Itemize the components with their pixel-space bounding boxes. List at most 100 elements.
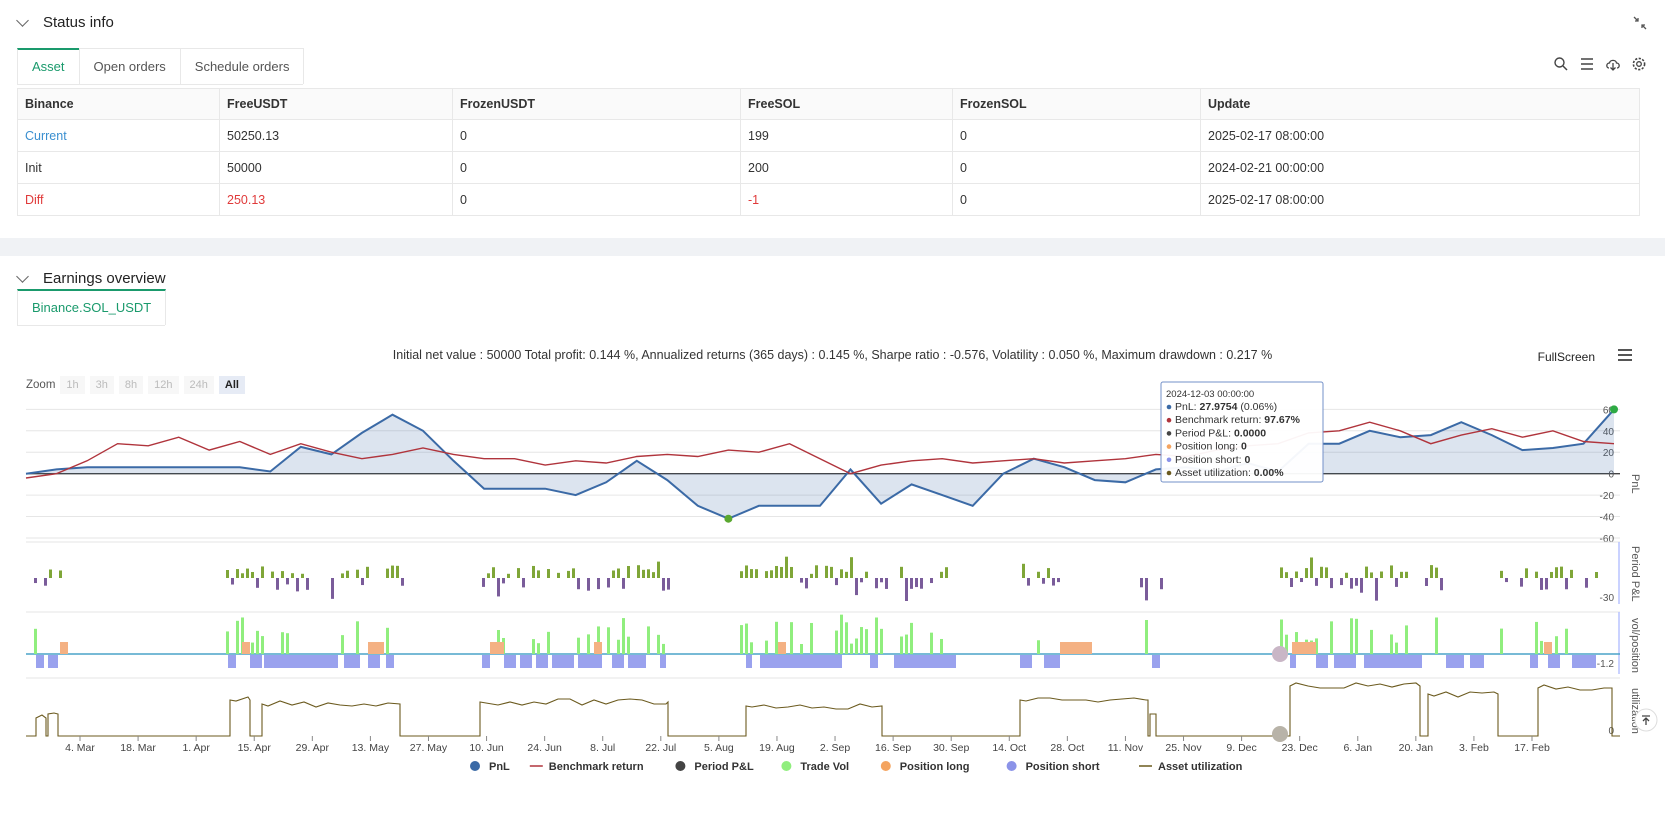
legend-dot-icon xyxy=(1006,761,1017,771)
search-icon[interactable] xyxy=(1553,56,1569,72)
asset-table: Binance FreeUSDT FrozenUSDT FreeSOL Froz… xyxy=(17,88,1640,216)
tab-binance-sol-usdt[interactable]: Binance.SOL_USDT xyxy=(17,289,167,325)
tooltip-bullet xyxy=(1166,470,1172,476)
zoom-1h-button[interactable]: 1h xyxy=(60,376,85,394)
x-tick-label: 16. Sep xyxy=(875,742,911,754)
period-pnl-bar xyxy=(1320,566,1323,578)
legend-item[interactable]: Period P&L xyxy=(675,761,754,773)
period-pnl-bar xyxy=(331,578,334,599)
table-cell: 2025-02-17 08:00:00 xyxy=(1200,183,1640,216)
period-pnl-bar xyxy=(1565,578,1568,590)
x-tick-label: 27. May xyxy=(410,742,448,754)
trade-vol-bar xyxy=(860,627,863,654)
row-label-diff: Diff xyxy=(17,183,220,216)
period-pnl-bar xyxy=(790,566,793,578)
tooltip-row: Benchmark return: 97.67% xyxy=(1175,414,1301,426)
position-long-block xyxy=(1292,642,1316,654)
zoom-3h-button[interactable]: 3h xyxy=(89,376,114,394)
position-short-block xyxy=(1364,655,1422,668)
period-pnl-bar xyxy=(930,578,933,584)
chevron-down-icon[interactable] xyxy=(16,13,29,27)
zoom-all-button[interactable]: All xyxy=(218,376,245,394)
cloud-download-icon[interactable] xyxy=(1605,56,1621,72)
row-label-current[interactable]: Current xyxy=(17,119,220,152)
chart-menu-icon[interactable] xyxy=(1617,348,1633,362)
tab-asset[interactable]: Asset xyxy=(17,48,80,84)
position-short-block xyxy=(894,655,956,668)
legend-dot-icon xyxy=(675,761,686,771)
period-pnl-bar xyxy=(1047,568,1050,578)
zoom-24h-button[interactable]: 24h xyxy=(183,376,214,394)
vol-axis-label: vol/position xyxy=(1629,618,1641,673)
x-tick-label: 13. May xyxy=(352,742,390,754)
legend-item[interactable]: PnL xyxy=(470,761,510,773)
trade-vol-bar xyxy=(1405,625,1408,654)
x-tick-label: 17. Feb xyxy=(1514,742,1550,754)
table-cell: 2024-02-21 00:00:00 xyxy=(1200,151,1640,184)
period-pnl-bar xyxy=(860,578,863,583)
legend-item[interactable]: Trade Vol xyxy=(781,761,849,773)
tab-open-orders[interactable]: Open orders xyxy=(78,48,181,84)
period-pnl-bar xyxy=(900,566,903,578)
position-long-block xyxy=(778,642,786,654)
period-pnl-bar xyxy=(567,570,570,578)
zoom-8h-button[interactable]: 8h xyxy=(118,376,144,394)
fullscreen-button[interactable]: FullScreen xyxy=(1537,350,1595,364)
period-pnl-bar xyxy=(840,569,843,578)
period-pnl-bar xyxy=(286,578,289,585)
x-tick-label: 6. Jan xyxy=(1343,742,1372,754)
period-pnl-bar xyxy=(800,578,803,583)
tooltip-row: PnL: 27.9754 (0.06%) xyxy=(1175,401,1277,413)
earnings-chart[interactable]: 60 40 20 0 -20 -40 -60 -30 -1.2 0 4. Mar 18. Mar 1… xyxy=(0,256,1665,817)
period-pnl-bar xyxy=(810,573,813,578)
period-pnl-bar xyxy=(361,578,364,586)
legend-item[interactable]: Position long xyxy=(880,761,970,773)
earnings-overview-header[interactable]: Earnings overview xyxy=(16,269,166,287)
tab-schedule-orders[interactable]: Schedule orders xyxy=(179,48,305,84)
trade-vol-bar xyxy=(497,629,500,654)
period-pnl-bar xyxy=(1425,578,1428,586)
legend-item[interactable]: Asset utilization xyxy=(1139,761,1243,773)
column-header: FrozenSOL xyxy=(952,88,1201,120)
legend-item[interactable]: Benchmark return xyxy=(529,761,644,773)
period-pnl-bar xyxy=(652,572,655,578)
position-short-block xyxy=(536,655,548,668)
legend-label: PnL xyxy=(489,761,510,773)
legend-item[interactable]: Position short xyxy=(1006,761,1100,773)
position-short-block xyxy=(344,655,360,668)
list-icon[interactable] xyxy=(1579,56,1595,72)
period-pnl-bar xyxy=(1595,572,1598,578)
period-pnl-bar xyxy=(940,571,943,578)
period-pnl-bar xyxy=(855,578,858,596)
period-pnl-bar xyxy=(1535,571,1538,578)
trade-vol-bar xyxy=(1540,640,1543,654)
period-pnl-bar xyxy=(532,565,535,578)
trade-vol-bar xyxy=(532,639,535,654)
chart-legend: PnL Benchmark return Period P&L Trade Vol Po… xyxy=(470,761,1243,773)
zoom-12h-button[interactable]: 12h xyxy=(148,376,179,394)
tooltip-bullet xyxy=(1166,404,1172,410)
gear-icon[interactable] xyxy=(1631,56,1647,72)
trade-vol-bar xyxy=(341,635,344,654)
collapse-icon[interactable] xyxy=(1633,16,1647,30)
trade-vol-bar xyxy=(855,638,858,654)
table-cell: -1 xyxy=(740,183,953,216)
trade-vol-bar xyxy=(840,614,843,654)
period-pnl-bar xyxy=(1295,571,1298,578)
status-info-header[interactable]: Status info xyxy=(16,13,114,31)
trade-vol-bar xyxy=(835,630,838,654)
trade-vol-bar xyxy=(930,632,933,654)
trade-vol-bar xyxy=(261,636,264,654)
period-pnl-bar xyxy=(276,578,279,590)
period-pnl-bar xyxy=(835,578,838,586)
scroll-to-top-icon[interactable] xyxy=(1634,708,1658,732)
trade-vol-bar xyxy=(845,622,848,654)
period-pnl-bar xyxy=(547,569,550,578)
period-pnl-bar xyxy=(1525,568,1528,578)
period-pnl-bar xyxy=(1042,578,1045,584)
position-short-block xyxy=(1020,655,1032,668)
table-cell: 50000 xyxy=(219,151,453,184)
column-header: Update xyxy=(1200,88,1640,120)
position-short-block xyxy=(760,655,842,668)
